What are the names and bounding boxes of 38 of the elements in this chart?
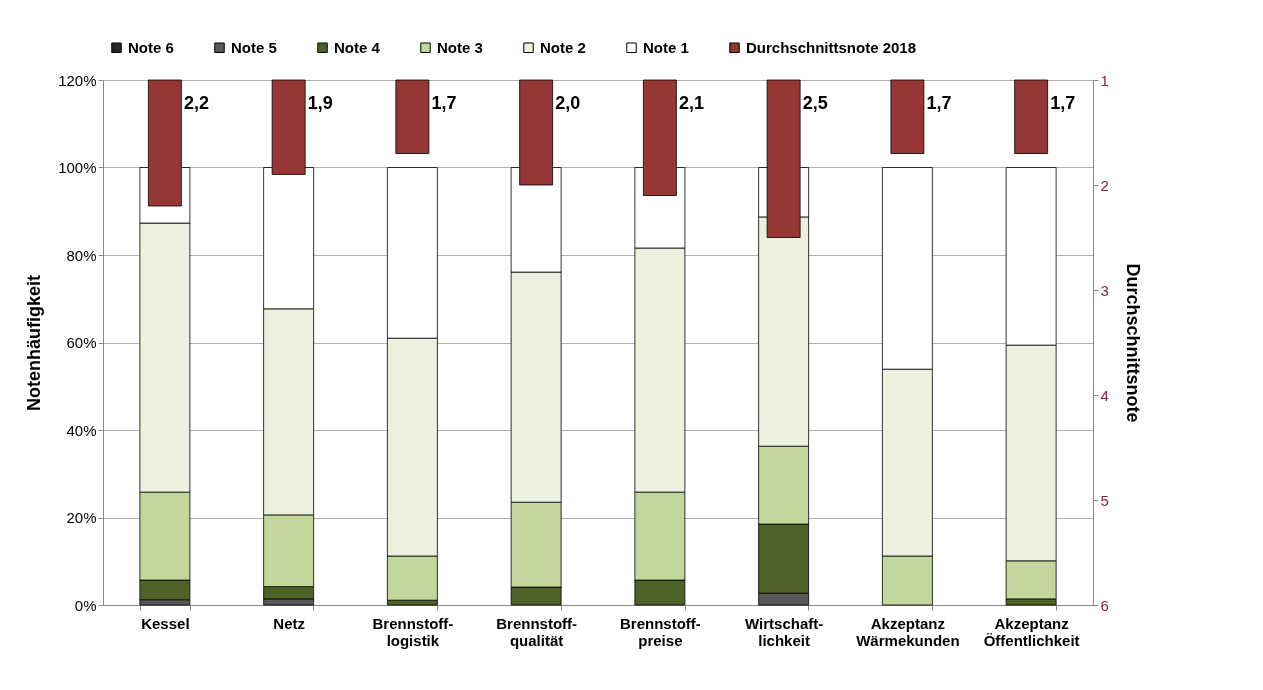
y-tick-label: 0%	[74, 596, 97, 614]
x-tick-label: Brennstoff- qualität	[496, 614, 578, 649]
y-tick-label: 40%	[66, 421, 97, 439]
x-tick-label: Brennstoff- logistik	[372, 614, 454, 649]
x-tick-label: Brennstoff- preise	[619, 614, 701, 649]
data-label: 1,7	[926, 93, 952, 113]
data-label: 1,7	[431, 93, 457, 113]
x-tick-label: Netz	[273, 614, 305, 632]
data-label: 1,9	[307, 93, 333, 113]
y-tick-label: 100%	[58, 159, 97, 176]
x-tick-label: Wirtschaft- lichkeit	[745, 614, 824, 649]
y2-axis-title: Durchschnittsnote	[1122, 263, 1143, 423]
y2-tick-label: 6	[1100, 596, 1109, 614]
y-tick-label: 20%	[66, 509, 97, 526]
data-label: 1,7	[1050, 93, 1076, 113]
y-axis-title: Notenhäufigkeit	[24, 274, 45, 412]
legend-label: Note 5	[231, 38, 277, 56]
y2-tick-label: 1	[1100, 71, 1109, 89]
x-tick-label: Akzeptanz Wärmekunden	[856, 614, 960, 649]
y2-tick-label: 4	[1100, 386, 1109, 404]
x-tick-label: Akzeptanz Öffentlichkeit	[983, 614, 1080, 649]
y2-tick-label: 2	[1100, 176, 1109, 194]
legend-label: Note 4	[334, 38, 381, 56]
y2-tick-label: 5	[1100, 491, 1109, 509]
legend-label: Note 1	[643, 38, 689, 56]
y-tick-label: 60%	[66, 334, 97, 351]
data-label: 2,5	[802, 93, 828, 113]
legend-label: Note 3	[437, 38, 483, 56]
y-tick-label: 80%	[66, 246, 97, 264]
y-tick-label: 120%	[58, 71, 97, 89]
data-label: 2,2	[183, 93, 209, 113]
legend-label: Note 6	[128, 38, 174, 56]
legend-label: Durchschnittsnote 2018	[746, 38, 917, 56]
legend-label: Note 2	[540, 38, 586, 56]
data-label: 2,1	[678, 93, 704, 113]
y2-tick-label: 3	[1100, 281, 1109, 299]
x-tick-label: Kessel	[141, 614, 190, 632]
data-label: 2,0	[555, 93, 581, 113]
